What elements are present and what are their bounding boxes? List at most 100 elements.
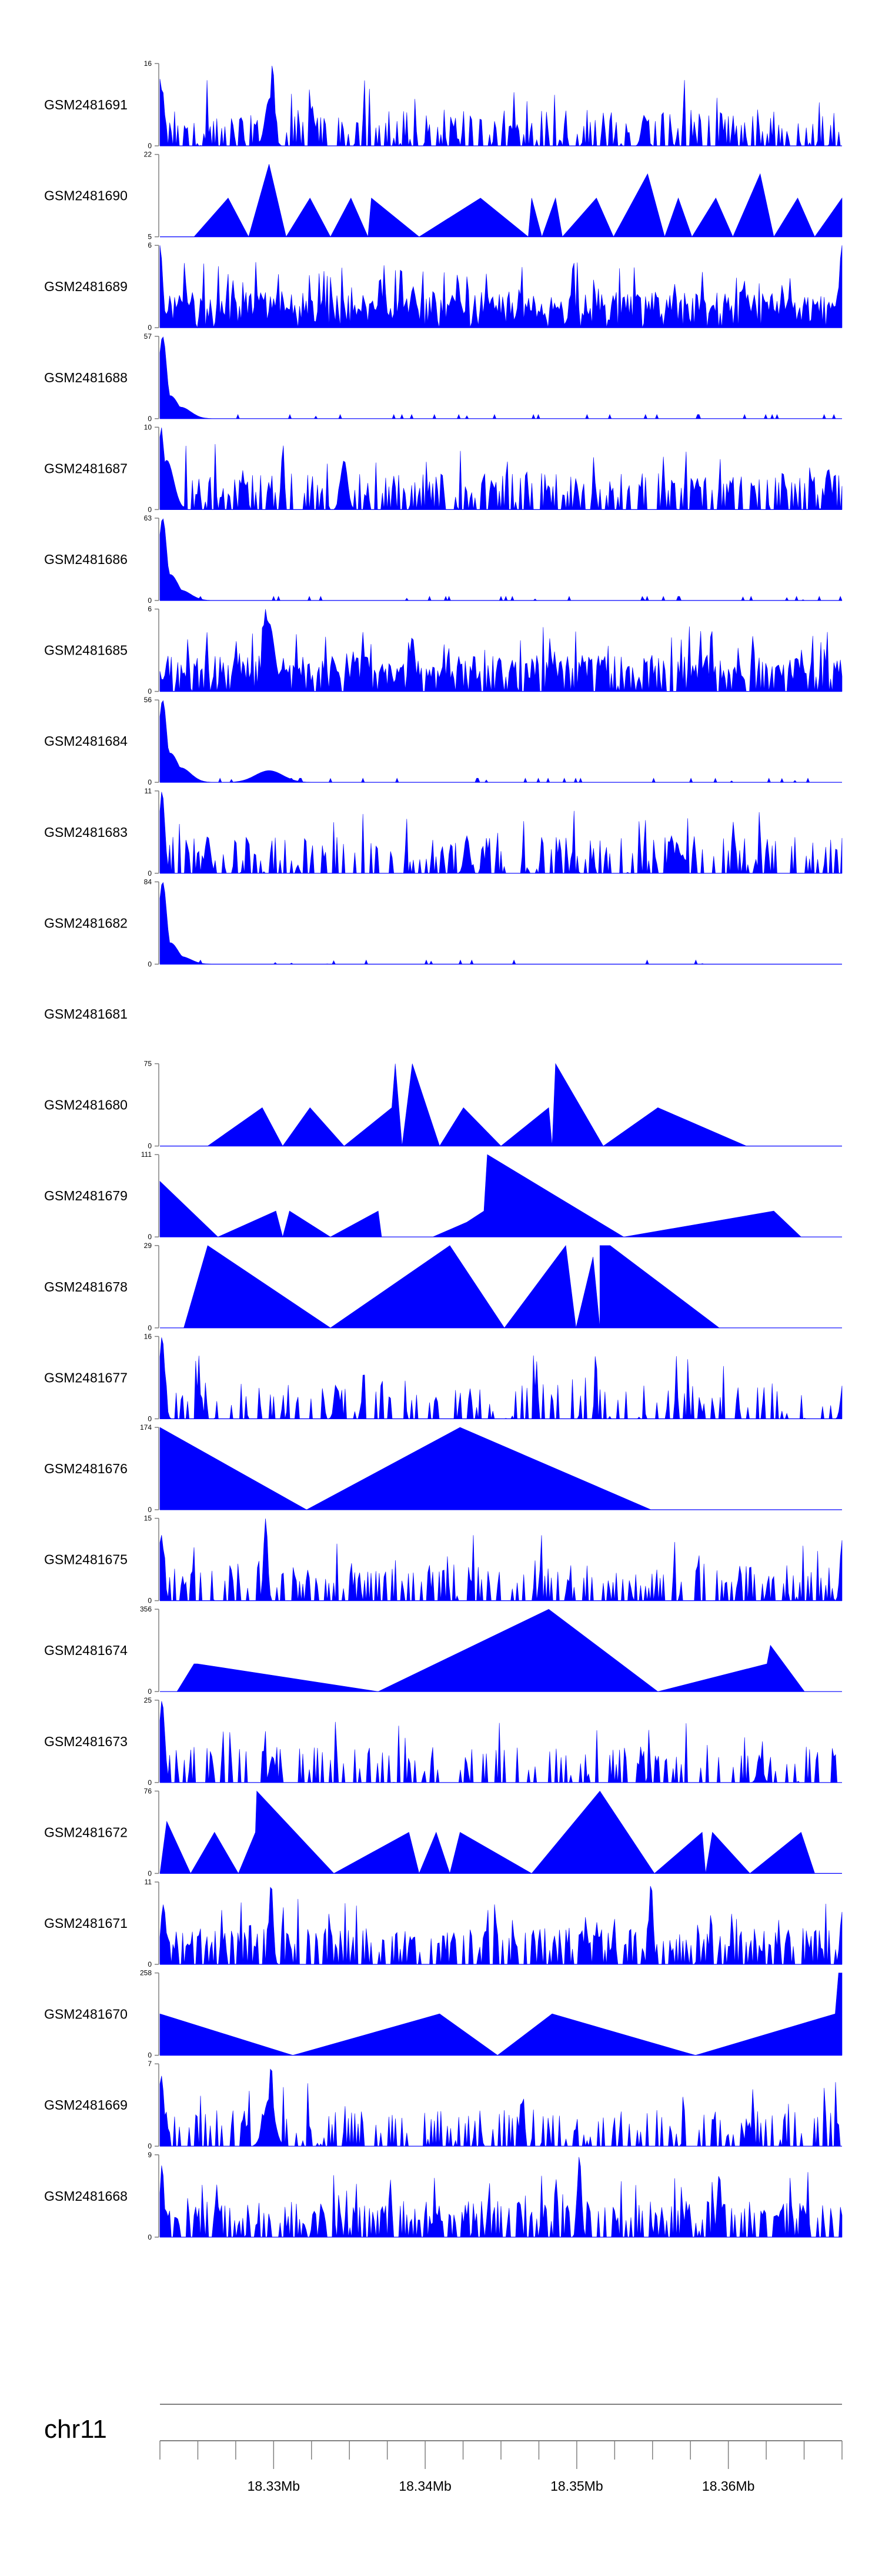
track-label: GSM2481688 [44,370,128,385]
track-gsm2481690: GSM2481690 22 5 [44,151,843,241]
y-axis-max-label: 11 [145,787,152,795]
coverage-area [159,1154,802,1238]
track-label: GSM2481679 [44,1188,128,1203]
track-label: GSM2481669 [44,2097,128,2113]
y-axis-min-label: 0 [148,869,152,877]
y-axis-max-label: 75 [144,1060,152,1068]
track-label: GSM2481672 [44,1824,128,1840]
coverage-area [159,245,843,329]
coverage-area [159,2157,843,2238]
genome-tick-label: 18.36Mb [702,2478,755,2494]
track-gsm2481684: GSM2481684 56 0 [44,696,842,786]
coverage-area [159,1790,816,1874]
y-axis-max-label: 63 [144,514,152,522]
genome-tick-label: 18.34Mb [399,2478,452,2494]
track-gsm2481687: GSM2481687 10 0 [44,423,843,513]
y-axis-max-label: 6 [148,605,152,613]
track-gsm2481689: GSM2481689 6 0 [44,241,843,332]
track-gsm2481670: GSM2481670 258 0 [44,1969,843,2060]
track-label: GSM2481673 [44,1734,128,1749]
coverage-area [159,700,842,783]
track-label: GSM2481687 [44,461,128,476]
y-axis-max-label: 6 [148,241,152,249]
track-label: GSM2481690 [44,188,128,203]
track-gsm2481678: GSM2481678 29 0 [44,1242,842,1332]
track-gsm2481688: GSM2481688 57 0 [44,332,842,423]
track-label: GSM2481681 [44,1006,128,1022]
y-axis-min-label: 0 [148,415,152,423]
coverage-area [207,1063,747,1147]
y-axis-min-label: 0 [148,323,152,332]
coverage-area [159,1701,842,1783]
track-label: GSM2481684 [44,733,128,749]
y-axis-min-label: 0 [148,688,152,696]
y-axis-min-label: 0 [148,142,152,150]
track-label: GSM2481676 [44,1461,128,1476]
coverage-area [159,792,843,874]
track-label: GSM2481670 [44,2007,128,2022]
y-axis-min-label: 0 [148,596,152,605]
coverage-area [159,518,843,601]
y-axis-max-label: 10 [144,423,152,431]
y-axis-min-label: 0 [148,778,152,786]
y-axis-max-label: 57 [144,332,152,341]
y-axis-min-label: 0 [148,1142,152,1150]
genome-tick-label: 18.35Mb [550,2478,603,2494]
track-gsm2481676: GSM2481676 174 0 [44,1423,842,1514]
y-axis-max-label: 29 [144,1242,152,1250]
coverage-area [159,2068,842,2147]
track-label: GSM2481668 [44,2188,128,2204]
track-gsm2481668: GSM2481668 9 0 [44,2151,843,2241]
genome-axis: chr11 18.33Mb 18.34Mb 18.35Mb 18.36Mb [44,2404,843,2494]
y-axis-min-label: 0 [148,505,152,513]
coverage-area [176,1609,805,1692]
y-axis-min-label: 0 [148,1778,152,1787]
track-gsm2481685: GSM2481685 6 0 [44,605,843,696]
y-axis-min-label: 0 [148,2233,152,2241]
coverage-area [159,1886,843,1965]
y-axis-max-label: 84 [144,877,152,886]
y-axis-min-label: 5 [148,233,152,241]
coverage-area [159,65,842,147]
coverage-area [183,1245,720,1329]
track-label: GSM2481686 [44,552,128,567]
track-gsm2481675: GSM2481675 15 0 [44,1514,843,1605]
y-axis-min-label: 0 [148,1960,152,1968]
y-axis-min-label: 0 [148,2142,152,2150]
y-axis-min-label: 0 [148,1687,152,1696]
track-gsm2481672: GSM2481672 76 0 [44,1787,842,1877]
track-gsm2481681: GSM2481681 [44,1006,128,1022]
y-axis-max-label: 56 [144,696,152,704]
track-label: GSM2481683 [44,825,128,840]
track-label: GSM2481689 [44,279,128,294]
coverage-area [159,336,842,419]
y-axis-min-label: 0 [148,1414,152,1423]
y-axis-min-label: 0 [148,1869,152,1877]
y-axis-max-label: 15 [144,1514,152,1523]
track-label: GSM2481671 [44,1916,128,1931]
y-axis-max-label: 356 [140,1605,152,1613]
y-axis-min-label: 0 [148,1597,152,1605]
coverage-area [159,427,843,510]
coverage-area [159,1427,652,1510]
y-axis-max-label: 7 [148,2060,152,2068]
y-axis-max-label: 9 [148,2151,152,2159]
track-gsm2481679: GSM2481679 111 0 [44,1150,842,1241]
track-label: GSM2481691 [44,97,128,112]
y-axis-min-label: 0 [148,1324,152,1332]
y-axis-max-label: 258 [140,1969,152,1977]
track-label: GSM2481678 [44,1279,128,1294]
y-axis-max-label: 11 [145,1878,152,1886]
track-gsm2481671: GSM2481671 11 0 [44,1878,843,1968]
track-gsm2481683: GSM2481683 11 0 [44,787,843,877]
y-axis-max-label: 174 [140,1423,152,1432]
track-gsm2481680: GSM2481680 75 0 [44,1060,842,1150]
track-label: GSM2481682 [44,915,128,930]
coverage-area [159,609,843,692]
y-axis-max-label: 76 [144,1787,152,1795]
coverage-area [159,1518,843,1601]
track-gsm2481674: GSM2481674 356 0 [44,1605,842,1696]
y-axis-max-label: 25 [144,1696,152,1704]
coverage-area [159,882,842,965]
